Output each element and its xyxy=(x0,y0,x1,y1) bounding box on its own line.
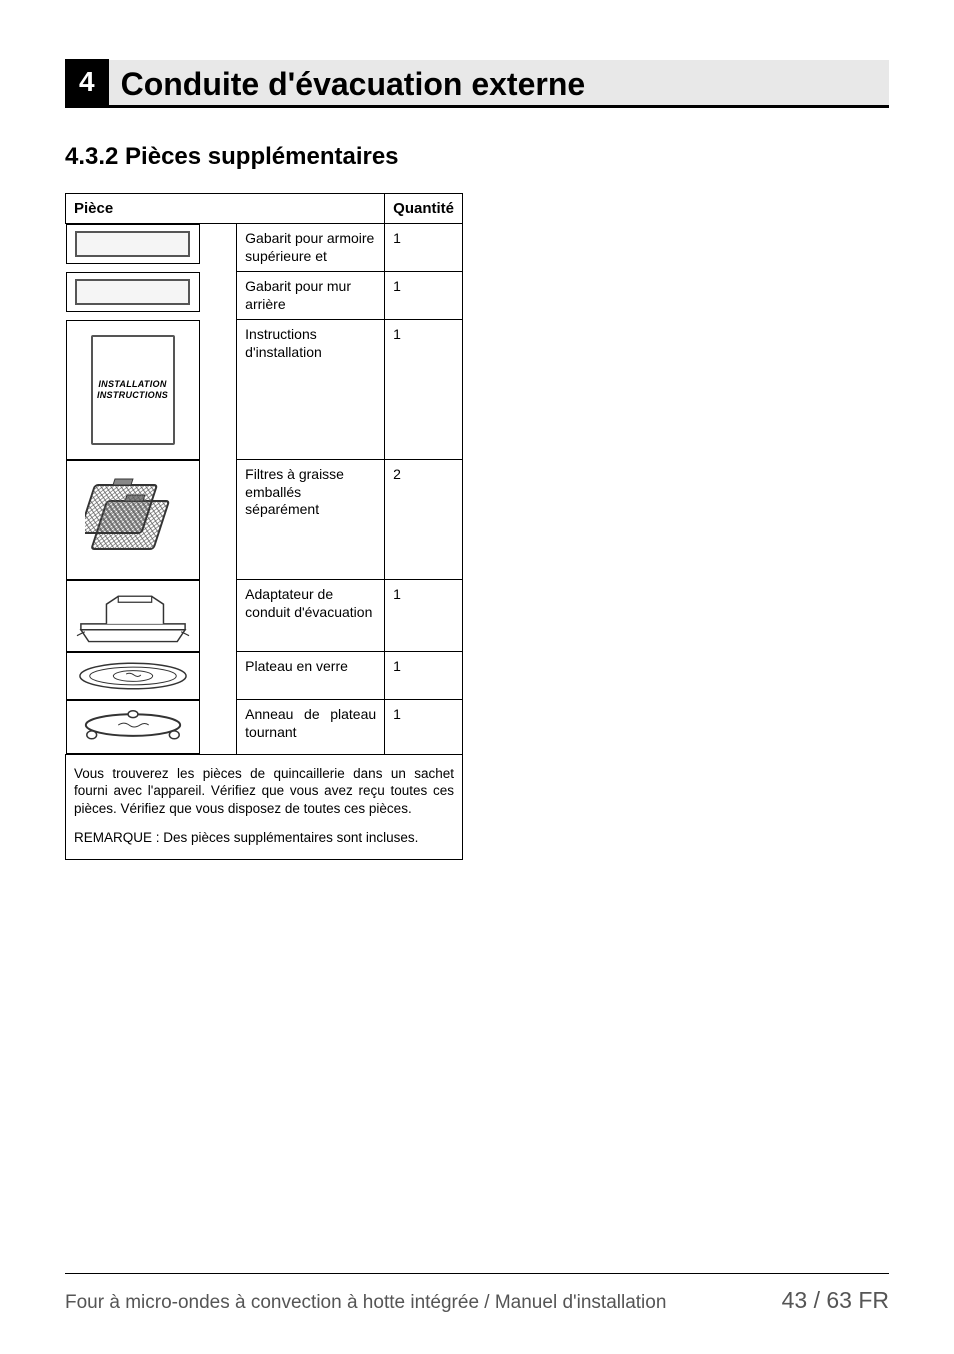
glass-tray-icon xyxy=(75,659,191,693)
manual-page-icon: INSTALLATION INSTRUCTIONS xyxy=(91,335,175,445)
table-note-row: Vous trouverez les pièces de quincailler… xyxy=(66,754,463,859)
part-desc: Anneau de plateau tournant xyxy=(237,700,385,755)
table-header-row: Pièce Quantité xyxy=(66,194,463,224)
section-header: 4 Conduite d'évacuation externe xyxy=(65,60,889,108)
part-image-template-upper xyxy=(66,224,200,264)
col-qty: Quantité xyxy=(385,194,463,224)
subsection-heading: 4.3.2 Pièces supplémentaires xyxy=(65,143,889,171)
part-qty: 1 xyxy=(385,320,463,460)
part-desc: Gabarit pour mur arrière xyxy=(237,272,385,320)
part-qty: 1 xyxy=(385,652,463,700)
part-desc: Instructions d'installation xyxy=(237,320,385,460)
part-desc: Plateau en verre xyxy=(237,652,385,700)
part-qty: 1 xyxy=(385,272,463,320)
parts-table: Pièce Quantité Gabarit pour armoire supé… xyxy=(65,193,463,860)
footer-doc-title: Four à micro-ondes à convection à hotte … xyxy=(65,1292,666,1314)
section-number: 4 xyxy=(65,59,109,105)
footer-page-number: 43 / 63 FR xyxy=(782,1287,889,1314)
part-image-template-rear xyxy=(66,272,200,312)
part-desc: Filtres à graisse emballés séparément xyxy=(237,460,385,580)
part-qty: 1 xyxy=(385,700,463,755)
template-rect-icon xyxy=(75,231,190,257)
col-piece: Pièce xyxy=(66,194,385,224)
table-row: Anneau de plateau tournant 1 xyxy=(66,700,463,755)
part-image-glass-tray xyxy=(66,652,200,700)
part-desc: Adaptateur de conduit d'évacuation xyxy=(237,580,385,652)
manual-label: INSTALLATION INSTRUCTIONS xyxy=(97,379,168,400)
duct-adapter-icon xyxy=(75,588,191,644)
part-qty: 1 xyxy=(385,580,463,652)
table-row: Filtres à graisse emballés séparément 2 xyxy=(66,460,463,580)
part-qty: 2 xyxy=(385,460,463,580)
part-image-manual: INSTALLATION INSTRUCTIONS xyxy=(66,320,200,460)
table-row: INSTALLATION INSTRUCTIONS Instructions d… xyxy=(66,320,463,460)
footer-divider xyxy=(65,1273,889,1274)
part-image-turntable-ring xyxy=(66,700,200,754)
table-row: Plateau en verre 1 xyxy=(66,652,463,700)
note-text-1: Vous trouverez les pièces de quincailler… xyxy=(74,766,454,816)
table-note: Vous trouverez les pièces de quincailler… xyxy=(66,754,463,859)
grease-filter-icon xyxy=(85,477,181,563)
table-row: Gabarit pour armoire supérieure et 1 xyxy=(66,224,463,272)
section-title: Conduite d'évacuation externe xyxy=(121,66,586,105)
part-qty: 1 xyxy=(385,224,463,272)
part-image-duct-adapter xyxy=(66,580,200,652)
table-row: Adaptateur de conduit d'évacuation 1 xyxy=(66,580,463,652)
part-image-filters xyxy=(66,460,200,580)
turntable-ring-icon xyxy=(75,707,191,747)
template-rect-icon xyxy=(75,279,190,305)
note-text-2: REMARQUE : Des pièces supplémentaires so… xyxy=(74,830,418,845)
part-desc: Gabarit pour armoire supérieure et xyxy=(237,224,385,272)
table-row: Gabarit pour mur arrière 1 xyxy=(66,272,463,320)
page-footer: Four à micro-ondes à convection à hotte … xyxy=(65,1287,889,1314)
